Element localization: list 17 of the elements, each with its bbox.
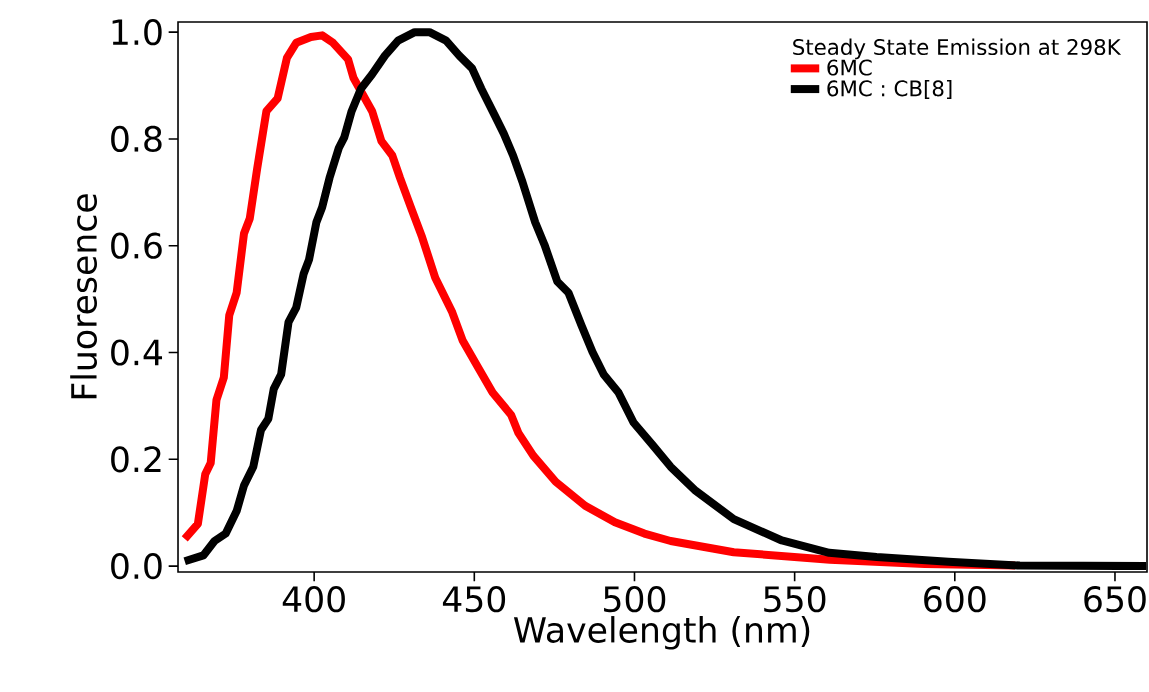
x-axis-title: Wavelength (nm) (513, 616, 810, 650)
y-axis-title: Fluoresence (70, 194, 97, 399)
y-tick-label: 0.4 (111, 339, 163, 366)
legend-label: 6MC (827, 59, 872, 76)
x-tick-label: 550 (764, 586, 826, 613)
x-tick-label: 400 (282, 586, 345, 613)
x-tick-label: 450 (442, 586, 506, 613)
y-tick-label: 0.8 (111, 125, 162, 153)
y-tick-label: 1.0 (112, 19, 162, 46)
y-tick-label: 0.6 (111, 232, 162, 259)
legend-title: Steady State Emission at 298K (793, 38, 1122, 60)
legend-label: 6MC : CB[8] (827, 79, 952, 99)
x-tick-label: 600 (924, 586, 986, 613)
x-tick-label: 500 (604, 586, 666, 613)
y-tick-label: 0.2 (111, 446, 161, 473)
y-tick-label: 0.0 (111, 552, 162, 580)
x-tick-label: 650 (1084, 586, 1146, 613)
